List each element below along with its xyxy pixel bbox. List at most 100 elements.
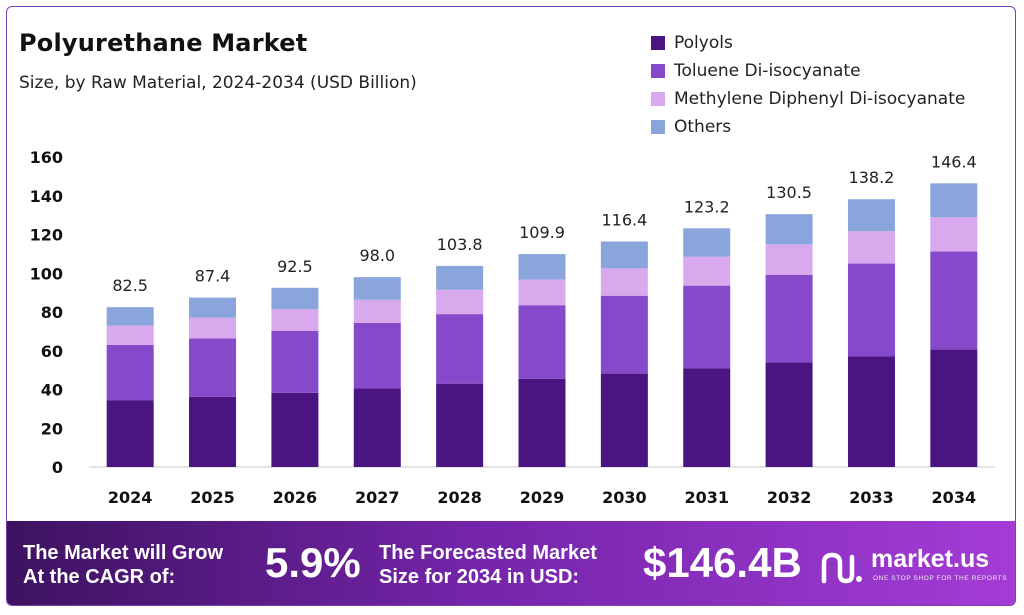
x-tick-label: 2027 — [355, 488, 400, 507]
bar-segment-toluene-di-isocyanate — [600, 295, 648, 374]
bar-total-label: 138.2 — [849, 168, 895, 187]
bar-segment-methylene-diphenyl-di-isocyanate — [518, 279, 566, 306]
y-tick-label: 160 — [30, 148, 63, 167]
bar-segment-methylene-diphenyl-di-isocyanate — [106, 325, 154, 345]
bar-total-label: 109.9 — [519, 223, 565, 242]
bar-total-label: 103.8 — [437, 235, 483, 254]
bar-segment-toluene-di-isocyanate — [353, 322, 401, 389]
chart-title: Polyurethane Market — [19, 29, 308, 57]
bar-total-label: 146.4 — [931, 152, 977, 171]
legend-swatch-others — [651, 120, 665, 134]
bar-segment-polyols — [765, 362, 813, 467]
brand-name: market.us — [871, 545, 990, 573]
bar-segment-methylene-diphenyl-di-isocyanate — [683, 256, 731, 286]
bar-segment-polyols — [106, 400, 154, 467]
bar-total-label: 123.2 — [684, 197, 730, 216]
bar-total-label: 92.5 — [277, 257, 313, 276]
cagr-label-line2: At the CAGR of: — [23, 566, 176, 588]
x-tick-label: 2031 — [684, 488, 729, 507]
bar-segment-others — [518, 254, 566, 280]
bar-segment-polyols — [189, 396, 237, 467]
bar-segment-toluene-di-isocyanate — [930, 251, 978, 350]
bar-segment-methylene-diphenyl-di-isocyanate — [847, 231, 895, 264]
bar-segment-polyols — [930, 349, 978, 467]
y-tick-label: 40 — [41, 381, 63, 400]
bar-total-label: 87.4 — [195, 267, 231, 286]
y-tick-label: 120 — [30, 226, 63, 245]
summary-banner: The Market will Grow At the CAGR of: 5.9… — [7, 521, 1015, 605]
forecast-label-line2: Size for 2034 in USD: — [379, 566, 580, 588]
legend-item-methylene-diphenyl-di-isocyanate: Methylene Diphenyl Di-isocyanate — [651, 85, 965, 113]
chart-subtitle: Size, by Raw Material, 2024-2034 (USD Bi… — [19, 73, 417, 93]
bar-segment-polyols — [271, 392, 319, 467]
legend-label-polyols: Polyols — [674, 33, 733, 53]
legend-label-toluene-di-isocyanate: Toluene Di-isocyanate — [674, 61, 861, 81]
legend-item-others: Others — [651, 113, 965, 141]
bar-segment-methylene-diphenyl-di-isocyanate — [600, 268, 648, 296]
stacked-bar-chart: 0 20 40 60 80 100 120 140 160 82.5 2024 87.4 2025 92.… — [30, 148, 995, 507]
bar-segment-toluene-di-isocyanate — [106, 344, 154, 401]
bar-segment-toluene-di-isocyanate — [765, 274, 813, 363]
bar-total-label: 116.4 — [601, 210, 647, 229]
y-tick-label: 0 — [52, 458, 63, 477]
bar-segment-methylene-diphenyl-di-isocyanate — [189, 317, 237, 339]
legend-item-polyols: Polyols — [651, 29, 965, 57]
legend-label-others: Others — [674, 117, 732, 137]
bar-total-label: 98.0 — [359, 246, 395, 265]
x-tick-label: 2026 — [273, 488, 318, 507]
y-tick-label: 140 — [30, 187, 63, 206]
chart-frame: Polyurethane Market Size, by Raw Materia… — [6, 6, 1016, 606]
bar-segment-polyols — [600, 373, 648, 467]
x-tick-label: 2025 — [190, 488, 235, 507]
x-tick-label: 2028 — [437, 488, 482, 507]
y-tick-label: 80 — [41, 303, 63, 322]
bar-segment-methylene-diphenyl-di-isocyanate — [765, 244, 813, 275]
bar-segment-methylene-diphenyl-di-isocyanate — [436, 289, 484, 315]
forecast-label-line1: The Forecasted Market — [379, 542, 597, 564]
brand-tagline: ONE STOP SHOP FOR THE REPORTS — [873, 575, 1008, 582]
forecast-label: The Forecasted Market Size for 2034 in U… — [379, 541, 597, 589]
y-tick-label: 60 — [41, 342, 63, 361]
legend-swatch-methylene-diphenyl-di-isocyanate — [651, 92, 665, 106]
bar-total-label: 82.5 — [112, 276, 148, 295]
bar-segment-others — [683, 228, 731, 257]
bar-segment-others — [189, 297, 237, 318]
bar-segment-toluene-di-isocyanate — [518, 305, 566, 379]
cagr-label-line1: The Market will Grow — [23, 542, 224, 564]
bar-segment-others — [765, 214, 813, 245]
cagr-label: The Market will Grow At the CAGR of: — [23, 541, 223, 589]
forecast-value: $146.4B — [643, 539, 802, 586]
market-us-logo-icon — [821, 552, 862, 584]
bar-segment-others — [930, 183, 978, 218]
legend: Polyols Toluene Di-isocyanate Methylene … — [651, 29, 965, 141]
bar-segment-polyols — [847, 356, 895, 467]
bar-segment-methylene-diphenyl-di-isocyanate — [353, 299, 401, 323]
bar-total-label: 130.5 — [766, 183, 812, 202]
bar-segment-toluene-di-isocyanate — [847, 263, 895, 357]
legend-item-toluene-di-isocyanate: Toluene Di-isocyanate — [651, 57, 965, 85]
bar-segment-toluene-di-isocyanate — [271, 330, 319, 393]
legend-swatch-toluene-di-isocyanate — [651, 64, 665, 78]
bar-segment-methylene-diphenyl-di-isocyanate — [930, 217, 978, 252]
bar-segment-polyols — [683, 368, 731, 467]
bar-segment-toluene-di-isocyanate — [683, 285, 731, 369]
bar-segment-polyols — [518, 378, 566, 467]
bar-segment-toluene-di-isocyanate — [189, 338, 237, 397]
bar-segment-methylene-diphenyl-di-isocyanate — [271, 309, 319, 331]
bar-segment-others — [271, 287, 319, 310]
bar-segment-others — [847, 199, 895, 232]
bar-segment-polyols — [353, 388, 401, 467]
y-tick-label: 100 — [30, 264, 63, 283]
bar-segment-others — [353, 277, 401, 300]
bar-segment-others — [600, 241, 648, 269]
x-tick-label: 2030 — [602, 488, 647, 507]
legend-swatch-polyols — [651, 36, 665, 50]
bar-segment-others — [106, 307, 154, 326]
bar-segment-toluene-di-isocyanate — [436, 314, 484, 384]
x-tick-label: 2029 — [520, 488, 565, 507]
bar-segment-polyols — [436, 383, 484, 467]
legend-label-methylene-diphenyl-di-isocyanate: Methylene Diphenyl Di-isocyanate — [674, 89, 966, 109]
x-tick-label: 2024 — [108, 488, 153, 507]
x-tick-label: 2033 — [849, 488, 894, 507]
x-tick-label: 2032 — [767, 488, 812, 507]
